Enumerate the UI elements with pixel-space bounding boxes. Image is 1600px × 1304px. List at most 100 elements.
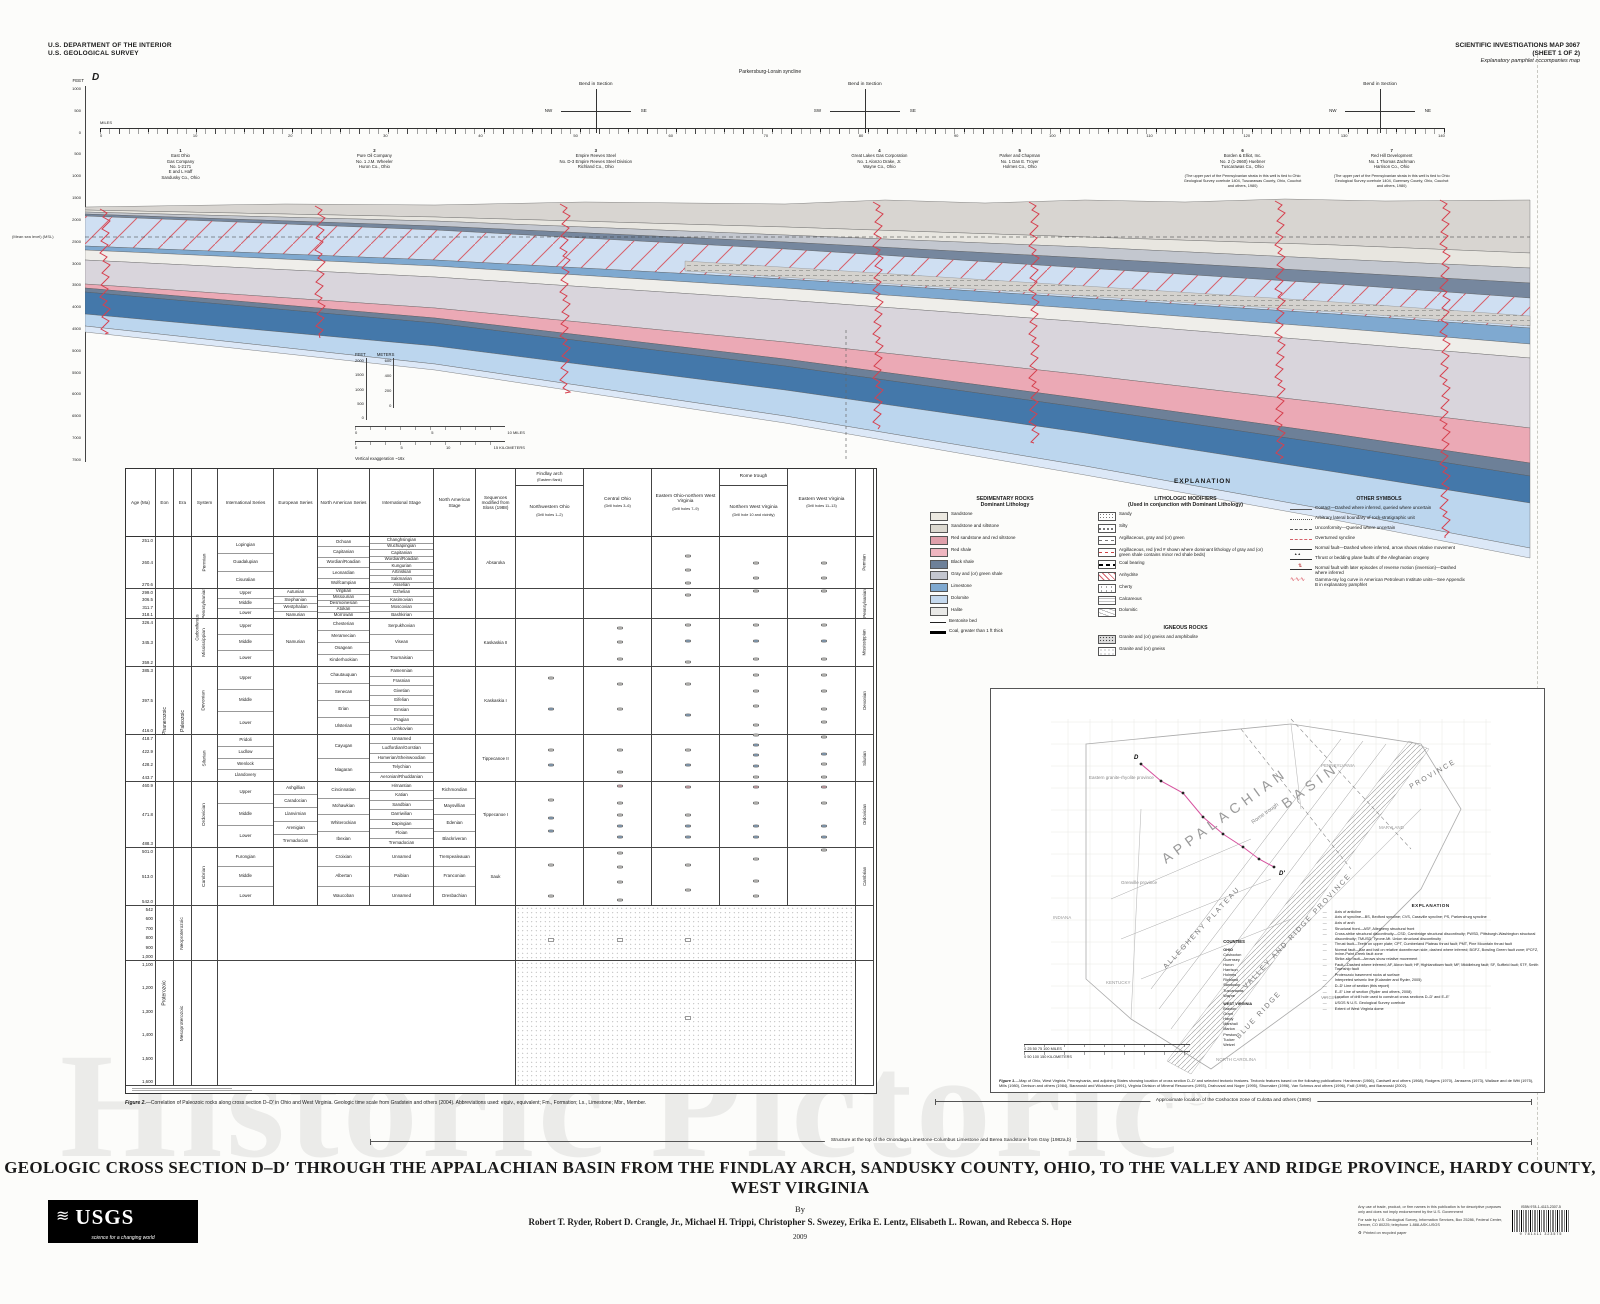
county-name: Wetzel bbox=[1223, 1042, 1235, 1047]
series-header: SCIENTIFIC INVESTIGATIONS MAP 3067 (SHEE… bbox=[1455, 42, 1580, 65]
chart-period-row: 251.0 260.4 270.6 Permian Lopingian Guadalu… bbox=[126, 537, 876, 589]
grenville-label: Grenville province bbox=[1121, 880, 1158, 885]
region-col-4 bbox=[720, 667, 788, 735]
legend-item-label: Argillaceous, red (red # shown where dom… bbox=[1119, 547, 1263, 558]
chart-period-row: 385.3 397.5 416.0 Devonian Upper Middle Lowe… bbox=[126, 667, 876, 735]
ruler-number: 80 bbox=[858, 133, 864, 138]
well-label: 7 Red Hill Development No. 1 Thomas Zach… bbox=[1332, 148, 1452, 188]
legend-item: Cherty bbox=[1098, 584, 1273, 594]
map-explanation-item: D–D′ Line of section (this report) bbox=[1323, 984, 1539, 988]
region-col-5 bbox=[788, 537, 856, 589]
carboniferous-overlay: Carboniferous bbox=[194, 614, 200, 641]
bend-dir-a: NW bbox=[544, 108, 553, 113]
legend-item: Halite bbox=[930, 607, 1080, 617]
lithology-swatch-icon bbox=[930, 618, 946, 626]
sedimentary-items: Sandstone Sandstone and siltstone Red sa… bbox=[930, 511, 1080, 636]
legend-item-label: Silty bbox=[1119, 523, 1128, 529]
elevation-tick: 3000 bbox=[72, 260, 81, 266]
well-layer: 1 East Ohio Gas Company No. 1-2171 E and… bbox=[85, 0, 1532, 1304]
basement-region-cell bbox=[516, 906, 856, 961]
region-name: Central Ohio (Drill holes 3–6) bbox=[604, 496, 631, 509]
chart-column-header: International Stage bbox=[370, 469, 434, 537]
bend-label: Bend in Section bbox=[578, 82, 613, 87]
na-series-cell: Virgilian Missourian Desmoinesian Atokan Mor… bbox=[318, 589, 370, 619]
igneous-items: Granite and (or) gneiss and amphibolite … bbox=[1098, 634, 1273, 656]
map-explanation-item: USGS N U.S. Geological Survey corehole bbox=[1323, 1001, 1539, 1005]
right-band-cell bbox=[856, 906, 874, 961]
sequence-cell: Kaskaskia II bbox=[476, 619, 516, 667]
legend-item: Limestone bbox=[930, 583, 1080, 593]
elevation-tick: 0 bbox=[78, 129, 81, 135]
byline: By bbox=[795, 1204, 805, 1214]
right-period-cell: Mississippian bbox=[856, 619, 874, 667]
figure2-caption: Figure 2.—Correlation of Paleozoic rocks… bbox=[125, 1100, 647, 1106]
county-name: Holmes bbox=[1223, 973, 1237, 978]
na-stage-cell bbox=[434, 537, 476, 589]
precambrian-row: 1,100 1,200 1,300 1,400 1,500 1,600 Mesoprote… bbox=[126, 961, 876, 1086]
legend-item: Calcareous bbox=[1098, 596, 1273, 606]
elevation-tick: 1000 bbox=[72, 173, 81, 179]
legend-item-label: Black shale bbox=[951, 559, 975, 565]
well-number: 3 bbox=[594, 148, 597, 153]
elevation-tick: 500 bbox=[74, 107, 81, 113]
era-cell bbox=[174, 848, 192, 906]
region-col-4 bbox=[720, 735, 788, 782]
system-cell: Cambrian bbox=[192, 848, 218, 906]
well-name: No. 1 Dan E. Troyer bbox=[1000, 158, 1039, 164]
publication-year: 2009 bbox=[793, 1233, 807, 1241]
well-number: 6 bbox=[1241, 148, 1244, 153]
bend-dir-a: NW bbox=[1329, 108, 1337, 113]
lithology-swatch-icon bbox=[930, 595, 948, 605]
era-cell bbox=[174, 619, 192, 667]
well-label: 4 Great Lakes Gas Corporation No. 1 Alon… bbox=[819, 148, 939, 174]
intl-series-cell: Pridoli Ludlow Wenlock Llandovery bbox=[218, 735, 274, 782]
legend-item-label: Granite and (or) gneiss and amphibolite bbox=[1119, 634, 1199, 640]
region-col-3 bbox=[652, 619, 720, 667]
well-number: 4 bbox=[878, 148, 881, 153]
euro-series-cell bbox=[274, 735, 318, 782]
region-col-5 bbox=[788, 735, 856, 782]
lithology-swatch-icon bbox=[930, 571, 948, 581]
legend-item-label: Argillaceous, gray and (or) green bbox=[1119, 535, 1185, 541]
map-explanation-item: Interpreted seismic line (Kulander and R… bbox=[1323, 978, 1539, 982]
onondaga-bracket: Structure at the top of the Onondaga Lim… bbox=[370, 1138, 1532, 1145]
age-ticks: 251.0 260.4 270.6 bbox=[126, 537, 156, 589]
region-col-2 bbox=[584, 735, 652, 782]
well-operator: Great Lakes Gas Corporation bbox=[851, 153, 908, 159]
chart-header: Age (Ma) Eon Era System International Series… bbox=[126, 469, 876, 537]
bend-dir-b: NE bbox=[1424, 108, 1432, 113]
location-map: D D′ APPALACHIAN BASIN ALLEGHENY PLATEAU… bbox=[990, 688, 1545, 1093]
lithology-swatch-icon bbox=[930, 535, 948, 545]
ruler-number: 70 bbox=[763, 133, 769, 138]
state-inner-lines bbox=[1085, 723, 1422, 1020]
elevation-tick: 1000 bbox=[72, 86, 81, 91]
barcode-digits: 9 781411 323575 bbox=[1519, 1232, 1563, 1236]
legend-item: Red sandstone and red siltstone bbox=[930, 535, 1080, 545]
era-overlay: Paleozoic bbox=[180, 710, 186, 733]
right-period-cell: Pennsylvanian bbox=[856, 589, 874, 619]
region-col-2 bbox=[584, 782, 652, 848]
trade-names-note: Any use of trade, product, or firm names… bbox=[1358, 1205, 1502, 1214]
sequence-cell: Tippecanoe II bbox=[476, 735, 516, 782]
well-id: Harrison Co., Ohio bbox=[1373, 164, 1410, 170]
chart-period-row: 501.0 513.0 542.0 Cambrian Furongian Middle… bbox=[126, 848, 876, 906]
na-stage-cell bbox=[434, 667, 476, 735]
elevation-tick: 7500 bbox=[72, 456, 81, 462]
right-period-cell: Ordovician bbox=[856, 782, 874, 848]
map-dprime-label: D′ bbox=[1279, 871, 1285, 877]
right-period-cell: Silurian bbox=[856, 735, 874, 782]
well-operator: Borden & Elliot, Inc. bbox=[1223, 153, 1262, 159]
symbol-sample-icon bbox=[1290, 545, 1312, 552]
legend-item-label: Halite bbox=[951, 606, 963, 612]
region-col-4 bbox=[720, 537, 788, 589]
system-cell: Mississippian bbox=[192, 619, 218, 667]
system-cell: Silurian bbox=[192, 735, 218, 782]
county-name: Richland bbox=[1223, 978, 1239, 983]
well-operator: Parker and Chapman bbox=[999, 153, 1041, 159]
county-name: Coshocton bbox=[1223, 952, 1242, 957]
intl-stage-cell: Serpukhovian Visean Tournaisian bbox=[370, 619, 434, 667]
intl-stage-cell: Hirnantian Katian Sandbian Darriwilian Dapin… bbox=[370, 782, 434, 848]
region-col-4 bbox=[720, 848, 788, 906]
legend-item-label: Coal, greater than 1 ft thick bbox=[949, 628, 1004, 634]
